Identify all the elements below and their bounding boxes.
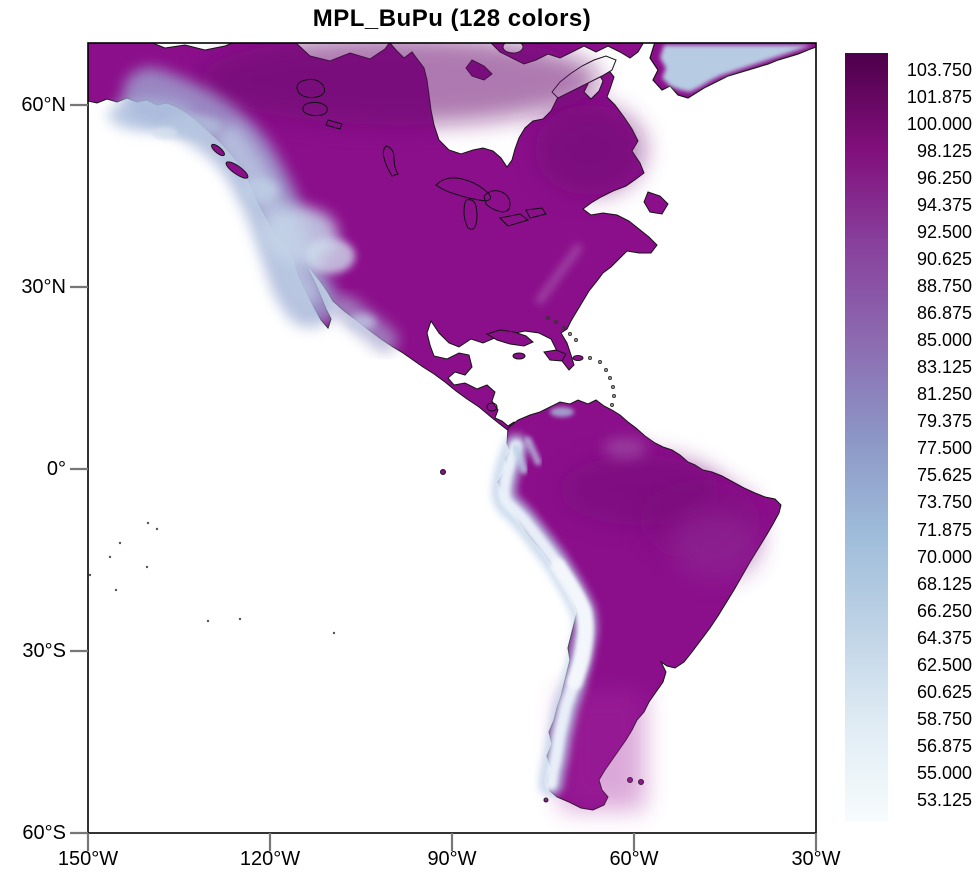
vancouver-island xyxy=(225,161,249,179)
colorbar-tick-label: 56.875 xyxy=(916,736,972,756)
pacific-islet-specks xyxy=(88,521,336,635)
lakes-outlines xyxy=(296,78,547,412)
colorbar-tick-label: 94.375 xyxy=(916,194,972,215)
colorbar-tick-label: 96.250 xyxy=(916,167,972,188)
lake-ontario xyxy=(525,207,547,219)
colorbar-tick-label: 58.750 xyxy=(916,708,972,729)
y-tick-label: 0° xyxy=(46,458,66,480)
lake-huron xyxy=(483,190,511,213)
colorbar-tick-label: 81.250 xyxy=(916,384,972,405)
lake-athabasca xyxy=(325,119,343,130)
colorbar-tick-label: 103.750 xyxy=(906,59,972,80)
x-tick-label: 60°W xyxy=(609,848,659,870)
colorbar-tick-label: 101.875 xyxy=(906,86,972,107)
y-tick-label: 60°N xyxy=(21,94,66,116)
galapagos xyxy=(440,469,446,475)
lake-erie xyxy=(498,213,530,227)
jamaica xyxy=(512,352,526,360)
colorbar-tick-label: 62.500 xyxy=(916,654,972,675)
andes-brightest xyxy=(550,558,594,690)
colorbar-tick-label: 60.625 xyxy=(916,681,972,702)
lake-nicaragua xyxy=(486,402,498,412)
south-america-terrain xyxy=(491,407,760,810)
fuegian-islet xyxy=(543,797,549,803)
lake-winnipeg xyxy=(382,145,399,177)
greenland-icecap xyxy=(660,45,812,92)
colorbar-tick-label: 90.625 xyxy=(916,248,972,269)
north-america-terrain xyxy=(108,43,645,353)
colorbar-tick-label: 98.125 xyxy=(916,140,972,161)
y-tick-label: 30°S xyxy=(22,640,66,662)
colorbar-tick-label: 73.750 xyxy=(916,492,972,513)
puerto-rico xyxy=(572,355,584,361)
newfoundland xyxy=(643,191,669,215)
lake-superior xyxy=(435,177,492,202)
colorbar-tick-label: 68.125 xyxy=(916,573,972,594)
map-area xyxy=(88,43,816,811)
colorbar xyxy=(845,53,888,822)
colorbar-tick-label: 88.750 xyxy=(916,275,972,296)
y-tick-label: 60°S xyxy=(22,822,66,844)
colorbar-tick-label: 85.000 xyxy=(916,330,972,351)
colorbar-tick-label: 55.000 xyxy=(916,763,972,784)
colorbar-tick-label: 92.500 xyxy=(916,221,972,242)
colorbar-tick-label: 100.000 xyxy=(906,113,972,134)
colorbar-tick-label: 77.500 xyxy=(916,438,972,459)
colorbar-tick-label: 75.625 xyxy=(916,465,972,486)
lake-michigan xyxy=(463,199,478,230)
great-bear-lake xyxy=(296,78,326,99)
colorbar-tick-label: 71.875 xyxy=(916,519,972,540)
colorbar-tick-label: 53.125 xyxy=(916,790,972,811)
colorbar-tick-label: 64.375 xyxy=(916,627,972,648)
x-tick-label: 120°W xyxy=(239,848,301,870)
colorbar-tick-label: 79.375 xyxy=(916,411,972,432)
left-axis-ticks xyxy=(70,103,88,835)
chart-title: MPL_BuPu (128 colors) xyxy=(312,5,592,32)
great-slave-lake xyxy=(302,101,328,117)
colorbar-tick-label: 86.875 xyxy=(916,303,972,324)
colorbar-tick-label: 83.125 xyxy=(916,357,972,378)
cuba xyxy=(485,329,534,347)
arctic-inlet-west xyxy=(151,43,234,51)
haida-gwaii xyxy=(211,143,225,157)
colorbar-tick-label: 70.000 xyxy=(916,546,972,567)
x-tick-label: 30°W xyxy=(791,848,841,870)
y-tick-label: 30°N xyxy=(21,276,66,298)
x-tick-label: 90°W xyxy=(427,848,477,870)
colorbar-tick-label: 66.250 xyxy=(916,600,972,621)
x-tick-label: 150°W xyxy=(57,848,119,870)
hispaniola xyxy=(543,349,567,362)
small-island-chains xyxy=(545,316,616,408)
bottom-axis-ticks xyxy=(86,833,818,851)
